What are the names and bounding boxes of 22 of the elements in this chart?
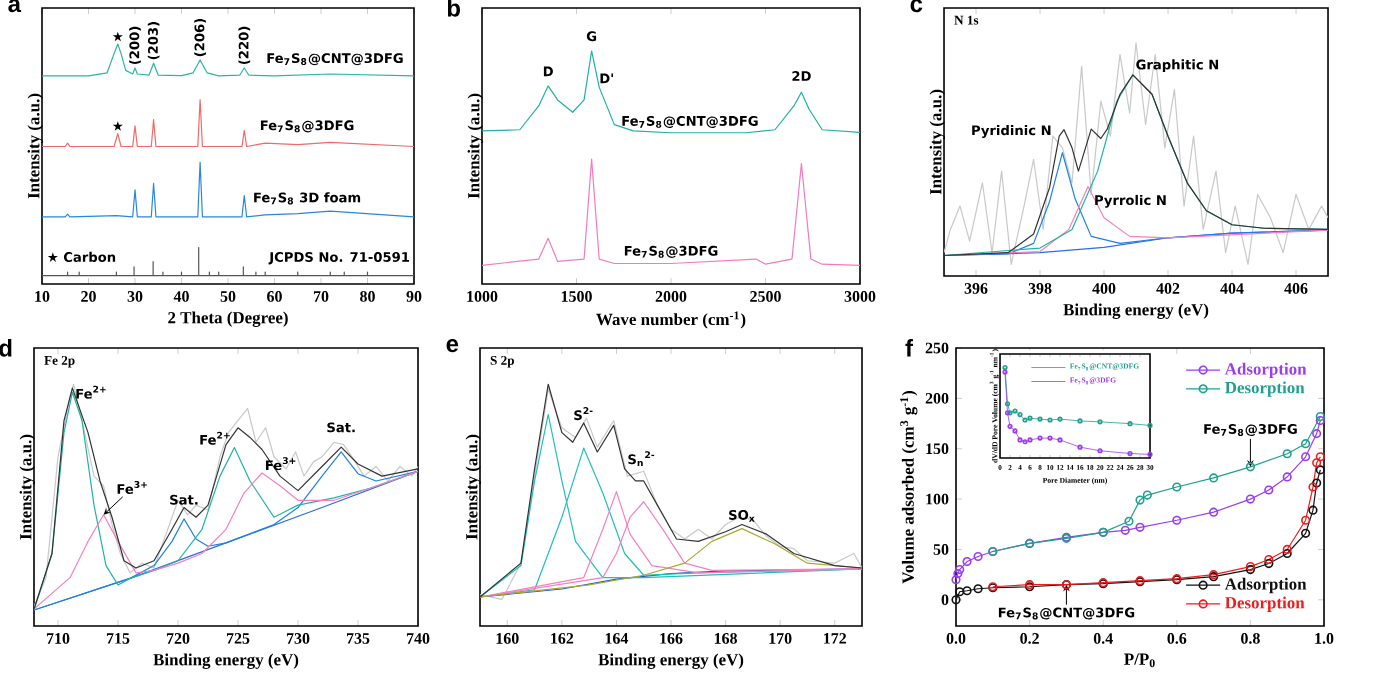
- x-axis-title: 2 Theta (Degree): [168, 311, 288, 327]
- chart-title: d: [0, 339, 12, 357]
- y-axis-title: Intensity (a.u.): [467, 93, 483, 199]
- chart-title: b: [447, 0, 460, 17]
- chart-title: c: [910, 0, 923, 13]
- legend-label: Adsorption: [1224, 362, 1307, 379]
- chart-title: f: [905, 339, 914, 357]
- x-axis-title: Binding energy (eV): [598, 653, 744, 669]
- chart-title: a: [8, 0, 22, 13]
- x-axis-title: Wave number (cm$^{-1}$): [596, 311, 746, 329]
- y-axis-title: Intensity (a.u.): [929, 89, 945, 195]
- legend-label: Adsorption: [1224, 577, 1307, 594]
- x-axis-title: Binding energy (eV): [153, 653, 299, 669]
- y-axis-title: Intensity (a.u.): [465, 434, 481, 540]
- chart-title: e: [446, 339, 459, 353]
- y-axis-title: Intensity (a.u.): [27, 93, 43, 199]
- y-axis-title: Volume adsorbed (cm$^{3}$ g$^{-1}$): [900, 390, 918, 584]
- legend-label: Desorption: [1225, 381, 1305, 397]
- y-axis-title: Intensity (a.u.): [19, 434, 35, 540]
- legend-label: Desorption: [1225, 596, 1305, 612]
- x-axis-title: Binding energy (eV): [1063, 303, 1209, 319]
- x-axis-title: P/P$_{0}$: [1124, 653, 1155, 668]
